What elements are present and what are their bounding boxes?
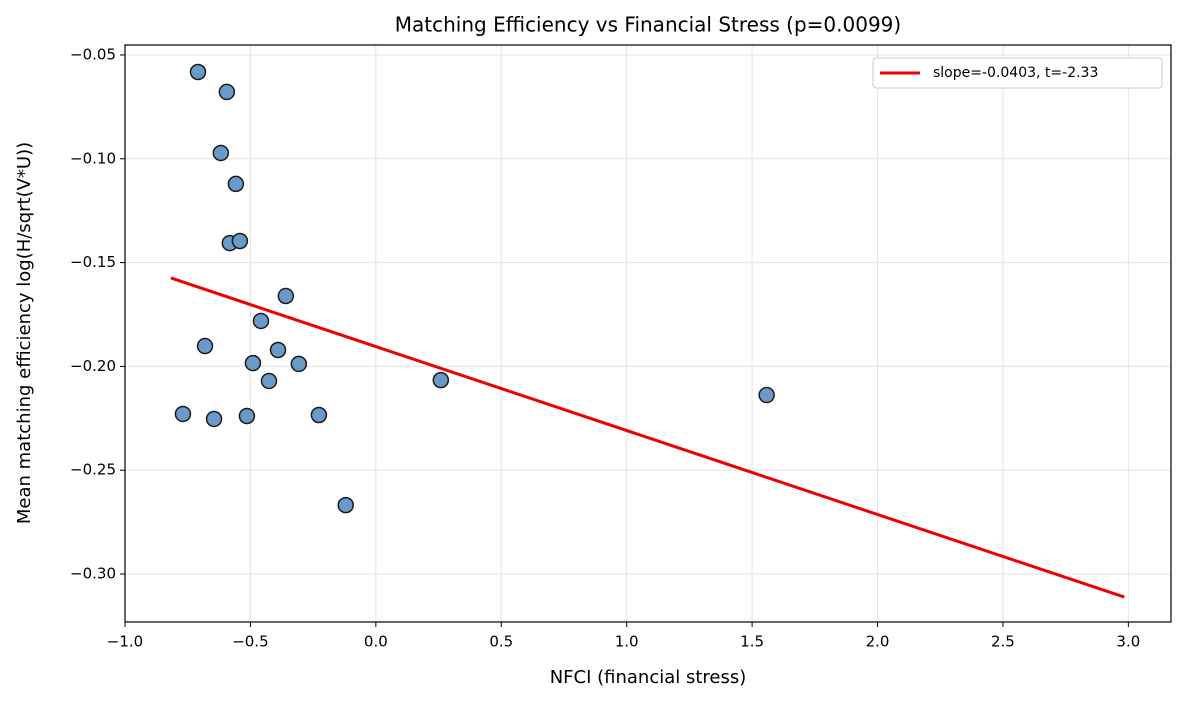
point [277,287,295,305]
legend-box [872,57,1163,89]
x-tick-label: 0.0 [364,633,388,651]
point [252,312,270,330]
y-tick-label: −0.10 [70,149,116,167]
x-tick-label: 0.5 [489,633,513,651]
x-tick-label: 2.0 [866,633,890,651]
point [238,407,256,425]
point [432,371,450,389]
x-tick-label: −0.5 [232,633,268,651]
point [196,337,214,355]
y-tick-label: −0.05 [70,45,116,63]
legend-label: slope=-0.0403, t=-2.33 [933,65,1098,81]
y-tick-label: −0.25 [70,461,116,479]
y-tick-label: −0.15 [70,253,116,271]
plot-frame [124,44,1172,623]
point [310,406,328,424]
fit-line [170,276,1125,599]
point [205,410,223,428]
point [218,83,236,101]
point [260,372,278,390]
y-axis-label: Mean matching efficiency log(H/sqrt(V*U)… [14,142,35,524]
point [189,63,207,81]
point [758,386,775,404]
point [337,496,354,514]
point [174,405,192,423]
x-tick-label: −1.0 [107,633,143,651]
y-tick-label: −0.30 [70,565,116,583]
x-tick-label: 3.0 [1116,633,1140,651]
y-tick-label: −0.20 [70,357,116,375]
point [244,354,262,372]
x-tick-label: 2.5 [991,633,1015,651]
point [290,355,308,373]
x-axis-label: NFCI (financial stress) [550,667,747,688]
point [212,144,230,162]
chart-title: Matching Efficiency vs Financial Stress … [395,13,901,37]
x-tick-label: 1.0 [615,633,639,651]
point [227,175,245,193]
x-tick-label: 1.5 [740,633,764,651]
point [269,341,287,359]
point [231,232,249,250]
